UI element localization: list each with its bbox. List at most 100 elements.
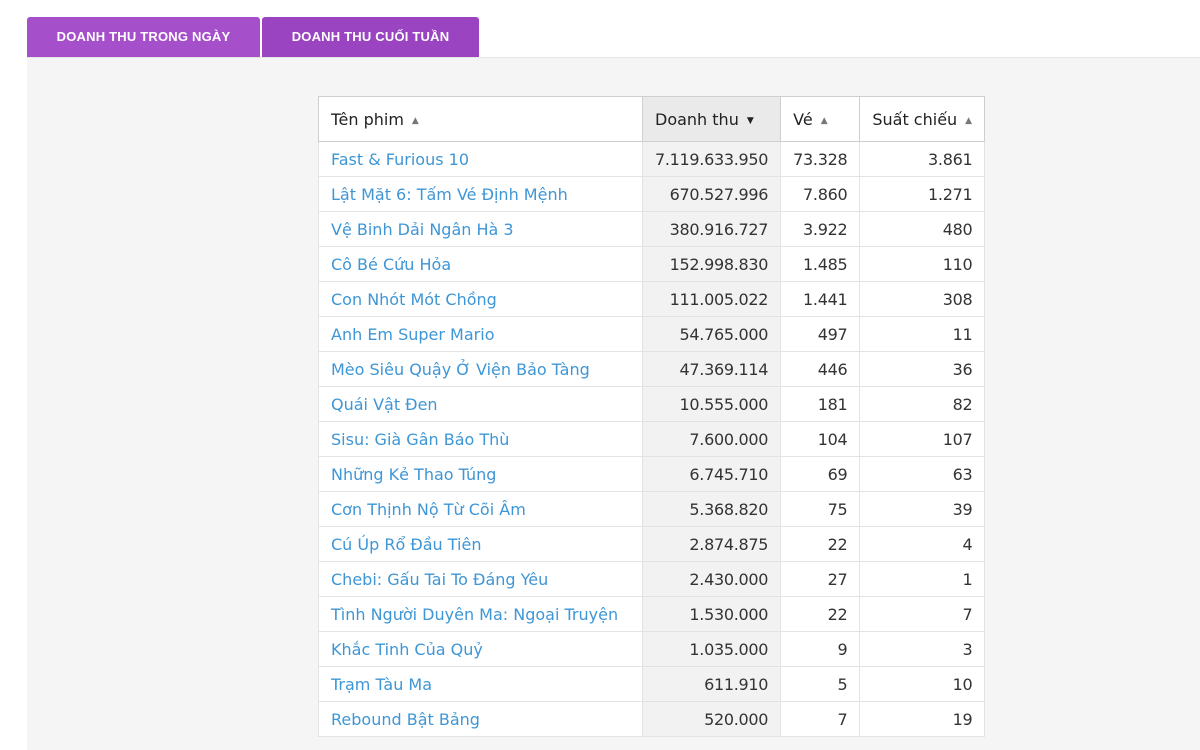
revenue-cell: 6.745.710 — [641, 456, 782, 492]
movie-title-link[interactable]: Sisu: Già Gân Báo Thù — [331, 429, 510, 449]
revenue-cell: 380.916.727 — [641, 211, 782, 247]
movie-title-link[interactable]: Cô Bé Cứu Hỏa — [331, 254, 452, 274]
movie-title-link[interactable]: Fast & Furious 10 — [331, 149, 469, 169]
shows-cell: 63 — [859, 456, 986, 492]
movie-title-link[interactable]: Vệ Binh Dải Ngân Hà 3 — [331, 219, 514, 239]
shows-cell: 11 — [859, 316, 986, 352]
revenue-cell: 5.368.820 — [641, 491, 782, 527]
movie-title-link[interactable]: Lật Mặt 6: Tấm Vé Định Mệnh — [331, 184, 568, 204]
column-header-tickets[interactable]: Vé ▲ — [780, 96, 861, 142]
revenue-cell: 10.555.000 — [641, 386, 782, 422]
movie-title-link[interactable]: Những Kẻ Thao Túng — [331, 464, 497, 484]
shows-cell: 39 — [859, 491, 986, 527]
column-header-shows[interactable]: Suất chiếu ▲ — [859, 96, 986, 142]
tickets-cell: 27 — [780, 561, 861, 597]
tickets-cell: 181 — [780, 386, 861, 422]
table-row: Khắc Tinh Của Quỷ 1.035.000 9 3 — [318, 631, 986, 667]
movie-title-cell: Lật Mặt 6: Tấm Vé Định Mệnh — [318, 176, 643, 212]
revenue-cell: 2.430.000 — [641, 561, 782, 597]
table-row: Những Kẻ Thao Túng 6.745.710 69 63 — [318, 456, 986, 492]
tickets-cell: 5 — [780, 666, 861, 702]
tab-daily-revenue[interactable]: DOANH THU TRONG NGÀY — [27, 17, 260, 57]
sort-down-icon: ▼ — [746, 115, 754, 126]
shows-cell: 1.271 — [859, 176, 986, 212]
shows-cell: 308 — [859, 281, 986, 317]
tickets-cell: 9 — [780, 631, 861, 667]
table-row: Vệ Binh Dải Ngân Hà 3 380.916.727 3.922 480 — [318, 211, 986, 247]
revenue-cell: 520.000 — [641, 701, 782, 737]
movie-title-link[interactable]: Tình Người Duyên Ma: Ngoại Truyện — [331, 604, 619, 624]
table-row: Lật Mặt 6: Tấm Vé Định Mệnh 670.527.996 7.… — [318, 176, 986, 212]
movie-title-cell: Cú Úp Rổ Đầu Tiên — [318, 526, 643, 562]
revenue-cell: 611.910 — [641, 666, 782, 702]
table-row: Quái Vật Đen 10.555.000 181 82 — [318, 386, 986, 422]
movie-title-link[interactable]: Con Nhót Mót Chồng — [331, 289, 497, 309]
tickets-cell: 7 — [780, 701, 861, 737]
box-office-table: Tên phim ▲ Doanh thu ▼ Vé ▲ Suất chiếu ▲ Fas… — [318, 96, 986, 737]
column-header-label: Suất chiếu — [872, 109, 958, 129]
movie-title-cell: Những Kẻ Thao Túng — [318, 456, 643, 492]
movie-title-cell: Cơn Thịnh Nộ Từ Cõi Âm — [318, 491, 643, 527]
revenue-cell: 1.035.000 — [641, 631, 782, 667]
shows-cell: 480 — [859, 211, 986, 247]
movie-title-cell: Trạm Tàu Ma — [318, 666, 643, 702]
movie-title-cell: Fast & Furious 10 — [318, 141, 643, 177]
revenue-cell: 152.998.830 — [641, 246, 782, 282]
movie-title-cell: Vệ Binh Dải Ngân Hà 3 — [318, 211, 643, 247]
revenue-cell: 47.369.114 — [641, 351, 782, 387]
movie-title-cell: Quái Vật Đen — [318, 386, 643, 422]
movie-title-link[interactable]: Chebi: Gấu Tai To Đáng Yêu — [331, 569, 549, 589]
tickets-cell: 75 — [780, 491, 861, 527]
table-row: Rebound Bật Bảng 520.000 7 19 — [318, 701, 986, 737]
revenue-cell: 670.527.996 — [641, 176, 782, 212]
movie-title-link[interactable]: Khắc Tinh Của Quỷ — [331, 639, 483, 659]
movie-title-cell: Anh Em Super Mario — [318, 316, 643, 352]
movie-title-cell: Chebi: Gấu Tai To Đáng Yêu — [318, 561, 643, 597]
shows-cell: 7 — [859, 596, 986, 632]
tickets-cell: 7.860 — [780, 176, 861, 212]
table-row: Tình Người Duyên Ma: Ngoại Truyện 1.530.0… — [318, 596, 986, 632]
content-panel: Tên phim ▲ Doanh thu ▼ Vé ▲ Suất chiếu ▲ Fas… — [27, 57, 1200, 750]
tickets-cell: 1.485 — [780, 246, 861, 282]
movie-title-cell: Mèo Siêu Quậy Ở Viện Bảo Tàng — [318, 351, 643, 387]
movie-title-link[interactable]: Cơn Thịnh Nộ Từ Cõi Âm — [331, 499, 526, 519]
tab-weekend-revenue[interactable]: DOANH THU CUỐI TUẦN — [262, 17, 479, 57]
movie-title-link[interactable]: Mèo Siêu Quậy Ở Viện Bảo Tàng — [331, 359, 590, 379]
revenue-cell: 54.765.000 — [641, 316, 782, 352]
movie-title-link[interactable]: Cú Úp Rổ Đầu Tiên — [331, 534, 482, 554]
table-row: Trạm Tàu Ma 611.910 5 10 — [318, 666, 986, 702]
shows-cell: 107 — [859, 421, 986, 457]
tickets-cell: 69 — [780, 456, 861, 492]
shows-cell: 1 — [859, 561, 986, 597]
table-header-row: Tên phim ▲ Doanh thu ▼ Vé ▲ Suất chiếu ▲ — [318, 96, 986, 142]
shows-cell: 110 — [859, 246, 986, 282]
shows-cell: 3 — [859, 631, 986, 667]
sort-up-icon: ▲ — [965, 115, 973, 126]
column-header-label: Tên phim — [331, 109, 404, 129]
table-row: Cú Úp Rổ Đầu Tiên 2.874.875 22 4 — [318, 526, 986, 562]
tickets-cell: 22 — [780, 526, 861, 562]
movie-title-link[interactable]: Trạm Tàu Ma — [331, 674, 433, 694]
shows-cell: 19 — [859, 701, 986, 737]
table-row: Cơn Thịnh Nộ Từ Cõi Âm 5.368.820 75 39 — [318, 491, 986, 527]
tickets-cell: 497 — [780, 316, 861, 352]
movie-title-link[interactable]: Rebound Bật Bảng — [331, 709, 480, 729]
column-header-revenue[interactable]: Doanh thu ▼ — [641, 96, 782, 142]
table-body: Fast & Furious 10 7.119.633.950 73.328 3.86… — [318, 141, 986, 737]
movie-title-cell: Khắc Tinh Của Quỷ — [318, 631, 643, 667]
sort-up-icon: ▲ — [820, 115, 828, 126]
movie-title-cell: Cô Bé Cứu Hỏa — [318, 246, 643, 282]
table-row: Cô Bé Cứu Hỏa 152.998.830 1.485 110 — [318, 246, 986, 282]
table-row: Con Nhót Mót Chồng 111.005.022 1.441 308 — [318, 281, 986, 317]
tickets-cell: 3.922 — [780, 211, 861, 247]
table-row: Mèo Siêu Quậy Ở Viện Bảo Tàng 47.369.114 4… — [318, 351, 986, 387]
table-row: Chebi: Gấu Tai To Đáng Yêu 2.430.000 27 1 — [318, 561, 986, 597]
movie-title-link[interactable]: Anh Em Super Mario — [331, 324, 495, 344]
column-header-title[interactable]: Tên phim ▲ — [318, 96, 643, 142]
movie-title-cell: Rebound Bật Bảng — [318, 701, 643, 737]
movie-title-link[interactable]: Quái Vật Đen — [331, 394, 438, 414]
revenue-cell: 7.600.000 — [641, 421, 782, 457]
shows-cell: 4 — [859, 526, 986, 562]
tickets-cell: 1.441 — [780, 281, 861, 317]
shows-cell: 3.861 — [859, 141, 986, 177]
